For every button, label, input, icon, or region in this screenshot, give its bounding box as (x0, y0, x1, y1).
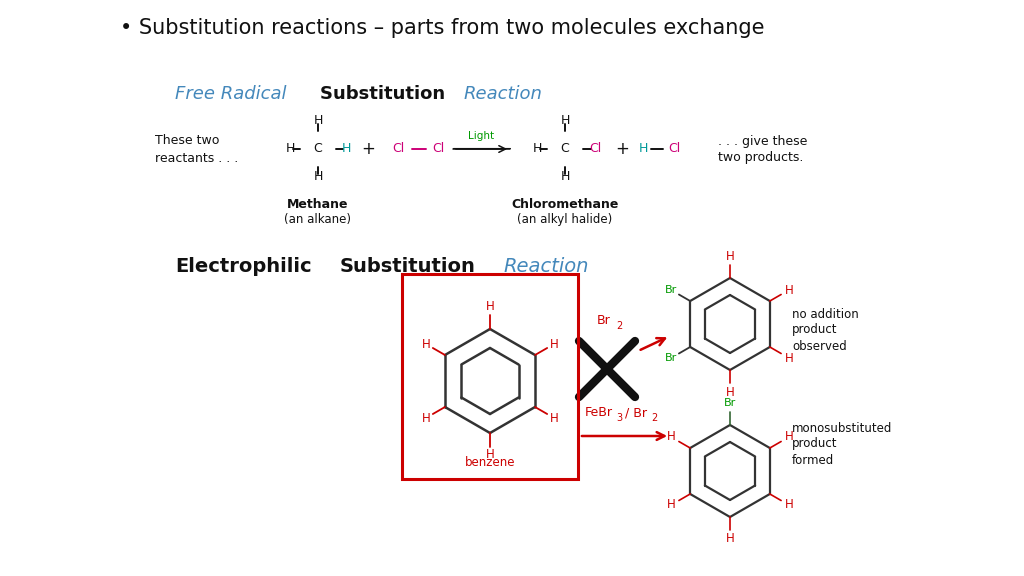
Text: H: H (784, 498, 794, 511)
Text: H: H (784, 351, 794, 365)
Text: Br: Br (724, 398, 736, 408)
Text: product: product (792, 324, 838, 336)
Text: no addition: no addition (792, 308, 859, 320)
Text: Free Radical: Free Radical (175, 85, 292, 103)
Text: monosubstituted: monosubstituted (792, 422, 892, 434)
Text: H: H (422, 411, 430, 425)
Text: Methane: Methane (288, 198, 349, 210)
Text: Chloromethane: Chloromethane (511, 198, 618, 210)
Text: (an alkyl halide): (an alkyl halide) (517, 213, 612, 225)
Text: H: H (667, 430, 676, 444)
Text: H: H (726, 532, 734, 545)
Text: H: H (560, 115, 569, 127)
Text: FeBr: FeBr (585, 407, 613, 419)
Text: 2: 2 (651, 413, 657, 423)
Text: H: H (485, 449, 495, 461)
Text: Cl: Cl (432, 142, 444, 156)
Text: C: C (560, 142, 569, 156)
Text: Reaction: Reaction (503, 256, 589, 275)
Text: H: H (784, 430, 794, 444)
Text: • Substitution reactions – parts from two molecules exchange: • Substitution reactions – parts from tw… (120, 18, 765, 38)
Text: +: + (361, 140, 375, 158)
Text: H: H (532, 142, 542, 156)
Text: Cl: Cl (392, 142, 404, 156)
Text: H: H (638, 142, 648, 156)
Text: benzene: benzene (465, 457, 515, 469)
Text: H: H (560, 170, 569, 184)
Text: Reaction: Reaction (464, 85, 543, 103)
Text: H: H (313, 170, 323, 184)
Text: Cl: Cl (668, 142, 680, 156)
Text: Substitution: Substitution (319, 85, 452, 103)
Text: +: + (615, 140, 629, 158)
Text: Br: Br (597, 314, 610, 328)
Text: Br: Br (665, 285, 677, 295)
Text: H: H (422, 338, 430, 351)
Text: / Br: / Br (621, 407, 647, 419)
Text: product: product (792, 438, 838, 450)
Text: H: H (784, 283, 794, 297)
Text: 3: 3 (616, 413, 623, 423)
Text: H: H (485, 301, 495, 313)
Text: . . . give these: . . . give these (718, 135, 807, 147)
Text: reactants . . .: reactants . . . (155, 151, 239, 165)
Text: H: H (550, 411, 558, 425)
Text: These two: These two (155, 135, 219, 147)
Text: H: H (313, 115, 323, 127)
Text: Cl: Cl (589, 142, 601, 156)
Text: H: H (667, 498, 676, 511)
Text: two products.: two products. (718, 151, 804, 165)
Text: (an alkane): (an alkane) (285, 213, 351, 225)
Text: H: H (341, 142, 350, 156)
Text: formed: formed (792, 453, 835, 467)
Text: H: H (726, 385, 734, 399)
Text: H: H (286, 142, 295, 156)
Text: observed: observed (792, 339, 847, 353)
Text: Br: Br (665, 353, 677, 363)
Text: 2: 2 (616, 321, 623, 331)
Text: Substitution: Substitution (340, 256, 476, 275)
Text: H: H (726, 249, 734, 263)
Bar (402, 274, 578, 479)
Text: C: C (313, 142, 323, 156)
Text: Light: Light (468, 131, 494, 141)
Text: Electrophilic: Electrophilic (175, 256, 311, 275)
Text: H: H (550, 338, 558, 351)
